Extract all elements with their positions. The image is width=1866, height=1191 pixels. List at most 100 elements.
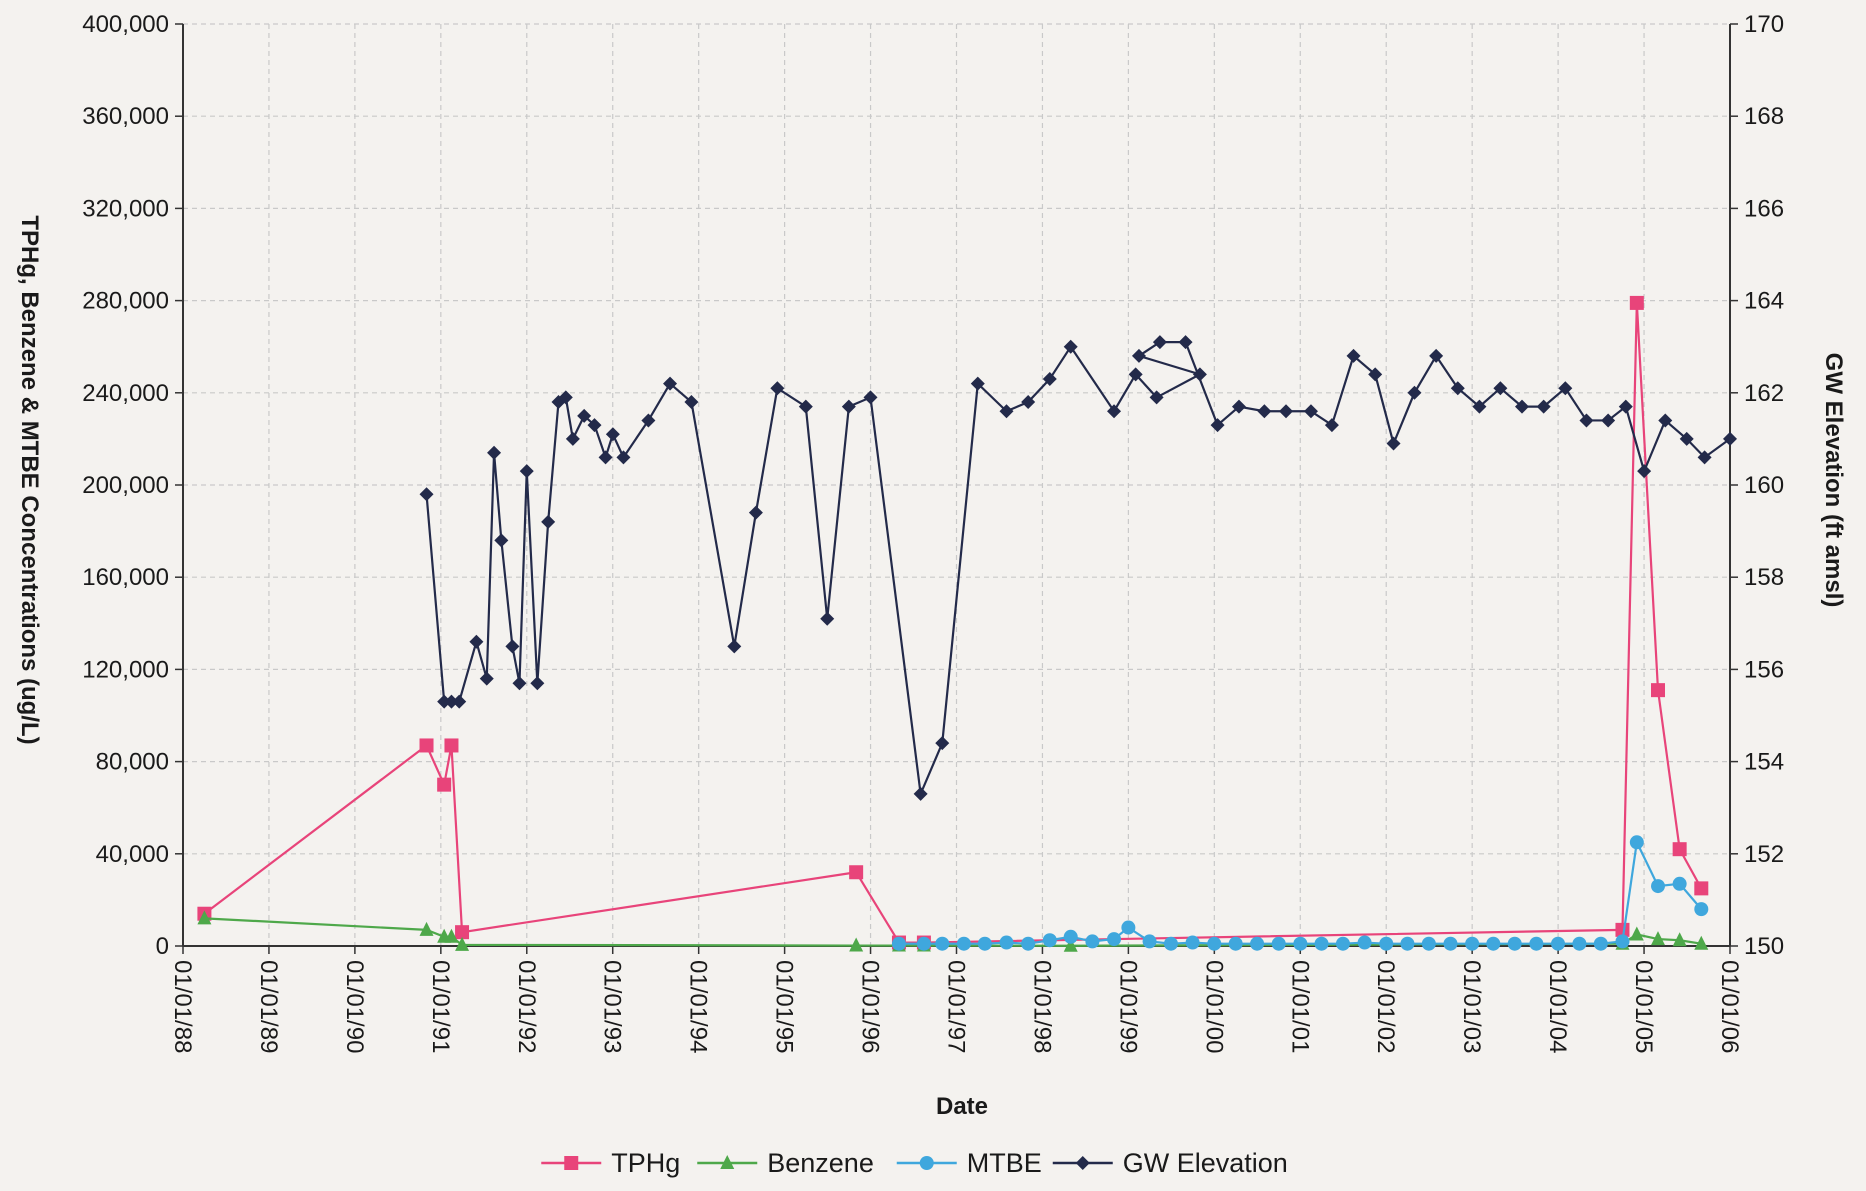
benzene-point <box>419 921 434 936</box>
mtbe-point <box>916 936 931 951</box>
mtbe-point <box>1551 936 1566 951</box>
gw-elevation-point <box>1679 431 1694 446</box>
benzene-point <box>444 928 459 943</box>
gw-elevation-point <box>512 676 527 691</box>
x-tick-label: 01/01/95 <box>771 960 798 1053</box>
gw-elevation-point <box>1618 399 1633 414</box>
gw-elevation-point <box>641 413 656 428</box>
gridlines <box>183 23 1730 946</box>
mtbe-point <box>1293 936 1308 951</box>
left-axis-title: TPHg, Benzene & MTBE Concentrations (ug/… <box>16 215 43 744</box>
mtbe-point <box>999 935 1014 950</box>
left-tick-label: 200,000 <box>82 472 169 499</box>
x-tick-label: 01/01/99 <box>1114 960 1141 1053</box>
gw-elevation-point <box>820 611 835 626</box>
gw-elevation-point <box>558 390 573 405</box>
gw-elevation-point <box>1346 348 1361 363</box>
gw-elevation-point <box>1178 335 1193 350</box>
gw-elevation-point <box>587 418 602 433</box>
legend-item-mtbe: MTBE <box>896 1148 1042 1178</box>
gw-elevation-point <box>1536 399 1551 414</box>
right-tick-label: 168 <box>1744 103 1784 130</box>
right-tick-label: 162 <box>1744 380 1784 407</box>
gw-elevation-point <box>1493 381 1508 396</box>
gw-elevation-point <box>605 427 620 442</box>
x-tick-label: 01/01/06 <box>1716 960 1743 1053</box>
gw-elevation-point <box>487 445 502 460</box>
gw-elevation-point <box>1042 371 1057 386</box>
gw-elevation-point <box>1558 381 1573 396</box>
legend-label: MTBE <box>967 1148 1042 1178</box>
gw-elevation-point <box>770 381 785 396</box>
x-tick-label: 01/01/00 <box>1200 960 1227 1053</box>
mtbe-point <box>1443 936 1458 951</box>
mtbe-point <box>1314 936 1329 951</box>
legend-marker <box>1075 1156 1090 1170</box>
tphg-point <box>849 865 864 880</box>
gw-elevation-point <box>1152 335 1167 350</box>
left-tick-label: 160,000 <box>82 564 169 591</box>
gw-elevation-point <box>1697 450 1712 465</box>
gw-elevation-point <box>452 694 467 709</box>
gw-elevation-point <box>1303 404 1318 419</box>
gw-elevation-point <box>1658 413 1673 428</box>
gw-elevation-point <box>565 431 580 446</box>
mtbe-point <box>1615 934 1630 949</box>
gw-elevation-point <box>1128 367 1143 382</box>
x-tick-label: 01/01/01 <box>1286 960 1313 1053</box>
benzene-point <box>1063 937 1078 952</box>
legend-item-gw-elevation: GW Elevation <box>1052 1148 1288 1178</box>
x-tick-label: 01/01/02 <box>1372 960 1399 1053</box>
gw-elevation-point <box>1131 348 1146 363</box>
series-mtbe <box>891 835 1709 951</box>
legend-item-benzene: Benzene <box>697 1148 874 1178</box>
mtbe-point <box>891 936 906 951</box>
gw-elevation-point <box>684 395 699 410</box>
mtbe-point <box>1163 936 1178 951</box>
mtbe-point <box>1107 932 1122 947</box>
mtbe-point <box>1250 936 1265 951</box>
gw-elevation-point <box>1324 418 1339 433</box>
left-tick-label: 240,000 <box>82 380 169 407</box>
benzene-point <box>1651 931 1666 946</box>
right-tick-label: 156 <box>1744 656 1784 683</box>
gw-elevation-point <box>1723 431 1737 446</box>
left-tick-label: 280,000 <box>82 288 169 315</box>
x-tick-label: 01/01/94 <box>685 960 712 1053</box>
benzene-point <box>197 910 212 925</box>
mtbe-point <box>1042 933 1057 948</box>
gw-elevation-point <box>494 533 509 548</box>
right-tick-label: 152 <box>1744 841 1784 868</box>
x-tick-label: 01/01/92 <box>513 960 540 1053</box>
x-tick-label: 01/01/96 <box>857 960 884 1053</box>
mtbe-point <box>1400 936 1415 951</box>
gw-elevation-point <box>999 404 1014 419</box>
tphg-point <box>1672 842 1687 857</box>
tphg-point <box>455 925 470 940</box>
left-tick-label: 320,000 <box>82 195 169 222</box>
legend-marker <box>564 1156 579 1170</box>
mtbe-point <box>1651 879 1666 894</box>
gw-elevation-point <box>1637 464 1652 479</box>
gw-elevation-point <box>1279 404 1294 419</box>
mtbe-point <box>1379 936 1394 951</box>
gw-elevation-point <box>748 505 763 520</box>
legend-marker <box>919 1156 934 1170</box>
mtbe-point <box>1629 835 1644 850</box>
gw-elevation-point <box>935 736 950 751</box>
x-tick-label: 01/01/89 <box>255 960 282 1053</box>
gw-elevation-point <box>863 390 878 405</box>
benzene-point <box>1672 932 1687 947</box>
x-tick-label: 01/01/05 <box>1630 960 1657 1053</box>
left-tick-label: 40,000 <box>96 841 169 868</box>
gw-elevation-point <box>530 676 545 691</box>
benzene-point <box>455 936 470 951</box>
mtbe-point <box>1085 934 1100 949</box>
mtbe-point <box>1063 929 1078 944</box>
gw-elevation-point <box>437 694 452 709</box>
mtbe-point <box>1021 936 1036 951</box>
tphg-point <box>1694 881 1709 896</box>
gw-elevation-point <box>598 450 613 465</box>
